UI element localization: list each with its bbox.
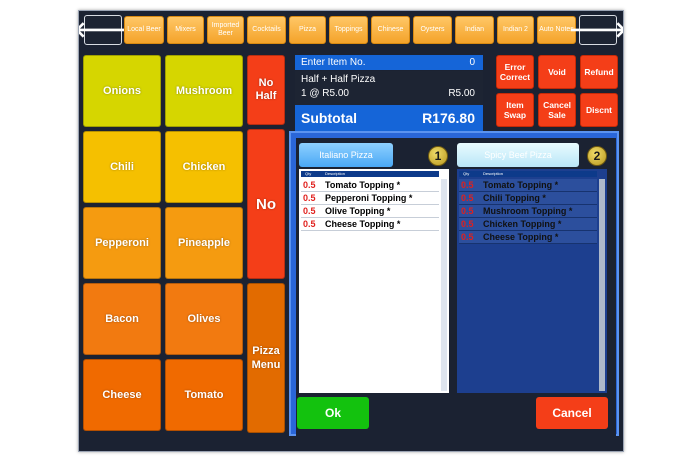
description-column-header: Description	[483, 171, 504, 176]
subtotal-display: Subtotal R176.80	[295, 105, 483, 131]
no-button[interactable]: No	[247, 129, 285, 279]
half-two-table-header: Qty Description	[459, 171, 597, 177]
item-swap-button[interactable]: Item Swap	[496, 93, 534, 127]
item-entry-field[interactable]: Enter Item No. 0	[295, 55, 483, 70]
topping-onions-button[interactable]: Onions	[83, 55, 161, 127]
pizza-menu-button[interactable]: Pizza Menu	[247, 283, 285, 433]
category-tab-pizza[interactable]: Pizza	[289, 16, 326, 44]
half-half-dialog: Italiano Pizza 1 Qty Description 0.5 Toma…	[289, 131, 619, 436]
list-item[interactable]: 0.5 Mushroom Topping *	[459, 205, 597, 218]
cancel-button[interactable]: Cancel	[536, 397, 608, 429]
current-item-qty: 1 @ R5.00	[301, 88, 349, 99]
topping-pineapple-button[interactable]: Pineapple	[165, 207, 243, 279]
half-one-badge: 1	[428, 146, 448, 166]
arrow-left-icon: 🡐	[78, 17, 133, 42]
half-one-title-button[interactable]: Italiano Pizza	[299, 143, 393, 167]
list-item[interactable]: 0.5 Olive Topping *	[301, 205, 439, 218]
half-two-title-button[interactable]: Spicy Beef Pizza	[457, 143, 579, 167]
list-item[interactable]: 0.5 Cheese Topping *	[459, 231, 597, 244]
half-two-list[interactable]: Qty Description 0.5 Tomato Topping * 0.5 Ch…	[457, 169, 607, 393]
item-entry-value: 0	[469, 57, 475, 68]
current-item-display: Half + Half Pizza 1 @ R5.00 R5.00	[295, 71, 483, 105]
topping-chili-button[interactable]: Chili	[83, 131, 161, 203]
ok-button[interactable]: Ok	[297, 397, 369, 429]
item-qty: 0.5	[461, 232, 474, 242]
qty-column-header: Qty	[305, 171, 312, 176]
half-one-scrollbar[interactable]	[441, 179, 447, 391]
category-tab-oysters[interactable]: Oysters	[413, 16, 452, 44]
category-tab-toppings[interactable]: Toppings	[329, 16, 368, 44]
no-half-button[interactable]: No Half	[247, 55, 285, 125]
category-tab-imported-beer[interactable]: Imported Beer	[207, 16, 244, 44]
half-one-list[interactable]: Qty Description 0.5 Tomato Topping * 0.5 Pe…	[299, 169, 449, 393]
pos-window: 🡐 Local Beer Mixers Imported Beer Cocktails…	[78, 10, 624, 452]
description-column-header: Description	[325, 171, 346, 176]
category-tab-auto-notes[interactable]: Auto Notes	[537, 16, 576, 44]
back-arrow-button[interactable]: 🡐	[79, 15, 133, 45]
topping-bacon-button[interactable]: Bacon	[83, 283, 161, 355]
topping-pepperoni-button[interactable]: Pepperoni	[83, 207, 161, 279]
item-qty: 0.5	[461, 206, 474, 216]
cancel-sale-button[interactable]: Cancel Sale	[538, 93, 576, 127]
list-item[interactable]: 0.5 Chicken Topping *	[459, 218, 597, 231]
item-entry-label: Enter Item No.	[301, 57, 366, 68]
item-description: Pepperoni Topping *	[325, 193, 413, 203]
half-two-scrollbar[interactable]	[599, 179, 605, 391]
category-tab-local-beer[interactable]: Local Beer	[124, 16, 164, 44]
item-qty: 0.5	[461, 219, 474, 229]
arrow-right-icon: 🡒	[568, 17, 624, 42]
list-item[interactable]: 0.5 Chili Topping *	[459, 192, 597, 205]
item-qty: 0.5	[303, 206, 316, 216]
void-button[interactable]: Void	[538, 55, 576, 89]
category-tab-mixers[interactable]: Mixers	[167, 16, 204, 44]
current-item-price: R5.00	[448, 88, 475, 99]
list-item[interactable]: 0.5 Tomato Topping *	[459, 179, 597, 192]
item-description: Tomato Topping *	[483, 180, 559, 190]
topping-cheese-button[interactable]: Cheese	[83, 359, 161, 431]
category-tab-indian[interactable]: Indian	[455, 16, 494, 44]
item-qty: 0.5	[303, 219, 316, 229]
item-description: Mushroom Topping *	[483, 206, 573, 216]
error-correct-button[interactable]: Error Correct	[496, 55, 534, 89]
list-item[interactable]: 0.5 Cheese Topping *	[301, 218, 439, 231]
item-description: Cheese Topping *	[483, 232, 559, 242]
current-item-name: Half + Half Pizza	[301, 74, 376, 85]
category-tab-chinese[interactable]: Chinese	[371, 16, 410, 44]
qty-column-header: Qty	[463, 171, 470, 176]
item-description: Cheese Topping *	[325, 219, 401, 229]
item-description: Chicken Topping *	[483, 219, 562, 229]
subtotal-label: Subtotal	[301, 110, 357, 126]
item-qty: 0.5	[461, 193, 474, 203]
item-qty: 0.5	[461, 180, 474, 190]
topping-olives-button[interactable]: Olives	[165, 283, 243, 355]
half-one-table-header: Qty Description	[301, 171, 439, 177]
list-item[interactable]: 0.5 Pepperoni Topping *	[301, 192, 439, 205]
category-tab-indian-2[interactable]: Indian 2	[497, 16, 534, 44]
discount-button[interactable]: Discnt	[580, 93, 618, 127]
item-description: Olive Topping *	[325, 206, 391, 216]
forward-arrow-button[interactable]: 🡒	[569, 15, 623, 45]
item-description: Tomato Topping *	[325, 180, 401, 190]
item-qty: 0.5	[303, 180, 316, 190]
topping-chicken-button[interactable]: Chicken	[165, 131, 243, 203]
topping-mushroom-button[interactable]: Mushroom	[165, 55, 243, 127]
category-tab-cocktails[interactable]: Cocktails	[247, 16, 286, 44]
half-two-badge: 2	[587, 146, 607, 166]
subtotal-value: R176.80	[422, 110, 475, 126]
item-qty: 0.5	[303, 193, 316, 203]
item-description: Chili Topping *	[483, 193, 546, 203]
refund-button[interactable]: Refund	[580, 55, 618, 89]
list-item[interactable]: 0.5 Tomato Topping *	[301, 179, 439, 192]
topping-tomato-button[interactable]: Tomato	[165, 359, 243, 431]
